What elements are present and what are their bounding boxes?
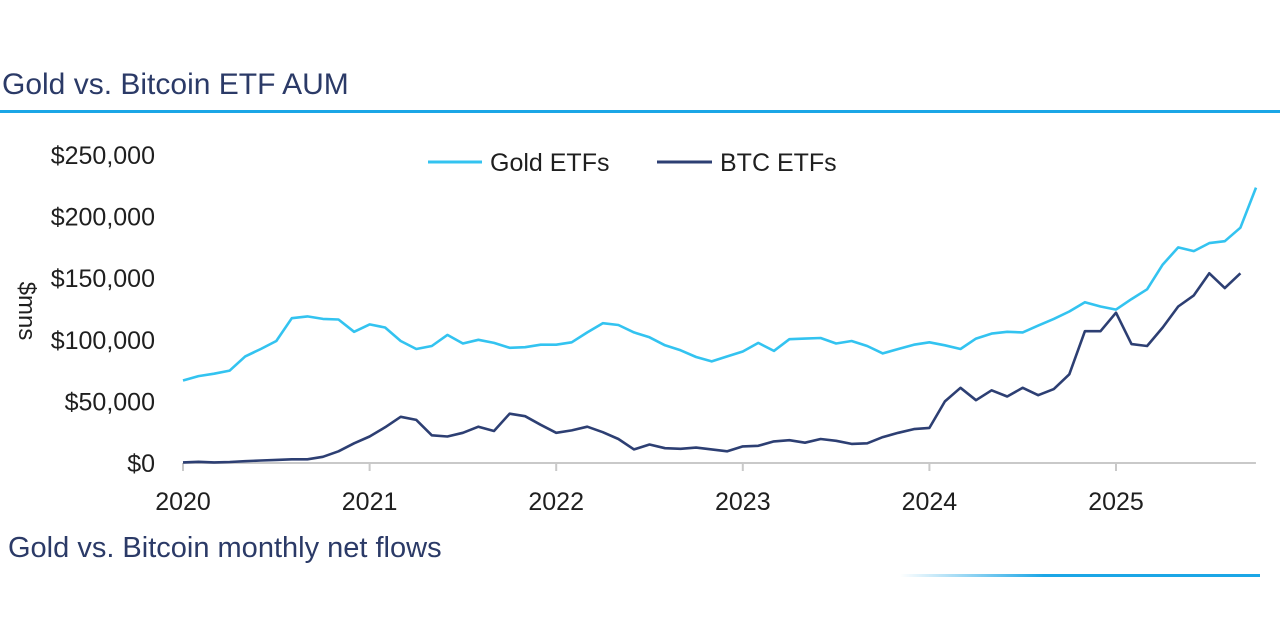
chart-title: Gold vs. Bitcoin ETF AUM [2, 68, 349, 101]
next-chart-title: Gold vs. Bitcoin monthly net flows [8, 532, 442, 564]
y-tick-label: $200,000 [51, 204, 155, 232]
x-tick-label: 2020 [155, 488, 211, 516]
y-tick-label: $50,000 [65, 388, 155, 416]
x-tick-label: 2024 [902, 488, 958, 516]
legend-label-btc: BTC ETFs [720, 149, 837, 177]
x-tick-label: 2023 [715, 488, 771, 516]
y-tick-label: $0 [127, 450, 155, 478]
bottom-divider [900, 574, 1260, 577]
series-line-gold-etfs [182, 187, 1258, 382]
y-tick-label: $250,000 [51, 142, 155, 170]
x-tick-label: 2025 [1088, 488, 1144, 516]
x-tick-label: 2021 [342, 488, 398, 516]
y-tick-label: $100,000 [51, 327, 155, 355]
x-tick-label: 2022 [528, 488, 584, 516]
series-line-btc-etfs [182, 271, 1242, 464]
legend-label-gold: Gold ETFs [490, 149, 609, 177]
title-divider [0, 110, 1280, 113]
y-tick-label: $150,000 [51, 265, 155, 293]
plot-area: $0 $50,000 $100,000 $150,000 $200,000 $250,00… [51, 142, 1258, 516]
legend: Gold ETFs BTC ETFs [428, 149, 837, 177]
y-axis-title: $mns [13, 282, 40, 341]
